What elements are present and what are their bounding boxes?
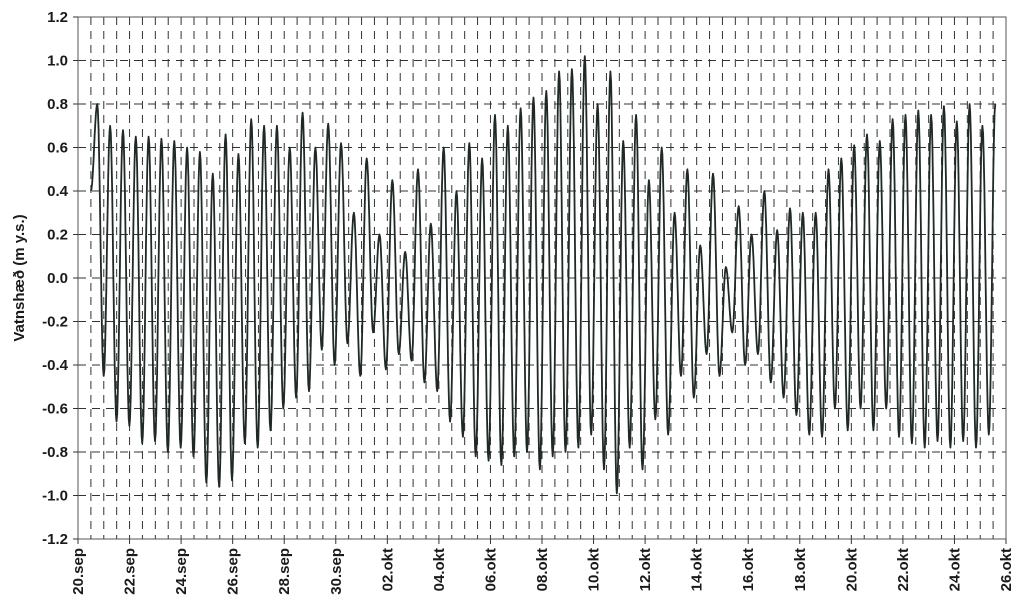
x-tick-label: 20.sep <box>70 548 87 595</box>
x-tick-label: 02.okt <box>379 548 396 591</box>
x-tick-label: 04.okt <box>431 548 448 591</box>
x-tick-label: 12.okt <box>637 548 654 591</box>
y-tick-label: 1.0 <box>47 53 68 70</box>
x-tick-label: 20.okt <box>843 548 860 591</box>
y-tick-label: -1.2 <box>42 531 68 548</box>
x-tick-label: 22.okt <box>895 548 912 591</box>
x-tick-label: 26.sep <box>225 548 242 595</box>
x-tick-label: 30.sep <box>328 548 345 595</box>
x-tick-label: 10.okt <box>586 548 603 591</box>
y-axis-label: Vatnshæð (m y.s.) <box>11 214 28 341</box>
y-tick-label: 0.6 <box>47 140 68 157</box>
x-tick-label: 26.okt <box>998 548 1013 591</box>
y-tick-label: 0.0 <box>47 270 68 287</box>
x-axis-ticks: 20.sep 22.sep 24.sep 26.sep 28.sep 30.sep 02.o… <box>70 539 1013 595</box>
x-tick-label: 24.okt <box>946 548 963 591</box>
y-tick-label: 0.4 <box>47 183 69 200</box>
water-level-line <box>90 55 997 495</box>
grid <box>78 17 1006 539</box>
x-tick-label: 22.sep <box>122 548 139 595</box>
x-tick-label: 28.sep <box>276 548 293 595</box>
y-tick-label: -0.2 <box>42 314 68 331</box>
x-tick-label: 16.okt <box>740 548 757 591</box>
x-tick-label: 18.okt <box>792 548 809 591</box>
y-tick-label: -0.8 <box>42 444 68 461</box>
x-tick-label: 14.okt <box>689 548 706 591</box>
series-layer <box>90 55 997 495</box>
y-tick-label: 1.2 <box>47 9 68 26</box>
x-tick-label: 24.sep <box>173 548 190 595</box>
y-axis-ticks: 1.2 1.0 0.8 0.6 0.4 0.2 0.0 -0.2 -0.4 -0.6 -0.8 -1.… <box>42 9 78 548</box>
y-tick-label: 0.2 <box>47 227 68 244</box>
x-tick-label: 08.okt <box>534 548 551 591</box>
y-tick-label: -1.0 <box>42 488 68 505</box>
y-tick-label: -0.6 <box>42 401 68 418</box>
y-tick-label: -0.4 <box>42 357 69 374</box>
x-tick-label: 06.okt <box>482 548 499 591</box>
y-tick-label: 0.8 <box>47 96 68 113</box>
